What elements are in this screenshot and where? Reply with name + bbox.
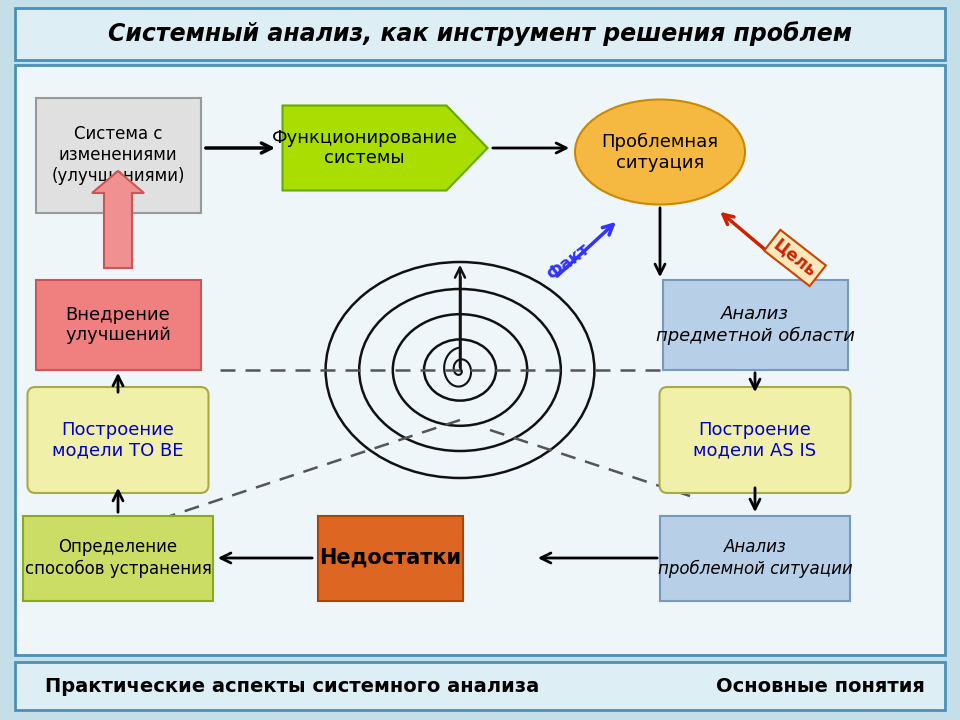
- Text: Цель: Цель: [770, 235, 820, 280]
- Text: Недостатки: Недостатки: [319, 548, 461, 568]
- Ellipse shape: [575, 99, 745, 204]
- Text: Построение
модели AS IS: Построение модели AS IS: [693, 420, 817, 459]
- FancyBboxPatch shape: [15, 662, 945, 710]
- FancyBboxPatch shape: [23, 516, 213, 600]
- FancyBboxPatch shape: [318, 516, 463, 600]
- FancyBboxPatch shape: [15, 8, 945, 60]
- FancyBboxPatch shape: [36, 97, 201, 212]
- Text: Анализ
предметной области: Анализ предметной области: [656, 305, 854, 345]
- Text: Функционирование
системы: Функционирование системы: [272, 129, 457, 167]
- Text: Практические аспекты системного анализа: Практические аспекты системного анализа: [45, 677, 540, 696]
- Text: Внедрение
улучшений: Внедрение улучшений: [65, 305, 171, 344]
- Text: Построение
модели ТО ВЕ: Построение модели ТО ВЕ: [52, 420, 183, 459]
- Text: Определение
способов устранения: Определение способов устранения: [25, 539, 211, 577]
- Text: Система с
изменениями
(улучшениями): Система с изменениями (улучшениями): [51, 125, 184, 185]
- FancyBboxPatch shape: [662, 280, 848, 370]
- FancyBboxPatch shape: [660, 516, 850, 600]
- FancyBboxPatch shape: [28, 387, 208, 493]
- FancyArrow shape: [92, 171, 144, 268]
- Text: Анализ
проблемной ситуации: Анализ проблемной ситуации: [658, 539, 852, 577]
- FancyBboxPatch shape: [15, 65, 945, 655]
- FancyBboxPatch shape: [660, 387, 851, 493]
- Text: Системный анализ, как инструмент решения проблем: Системный анализ, как инструмент решения…: [108, 22, 852, 46]
- Text: Факт: Факт: [543, 240, 592, 284]
- FancyBboxPatch shape: [36, 280, 201, 370]
- Text: Проблемная
ситуация: Проблемная ситуация: [602, 132, 718, 171]
- Polygon shape: [282, 106, 488, 191]
- Text: Основные понятия: Основные понятия: [716, 677, 925, 696]
